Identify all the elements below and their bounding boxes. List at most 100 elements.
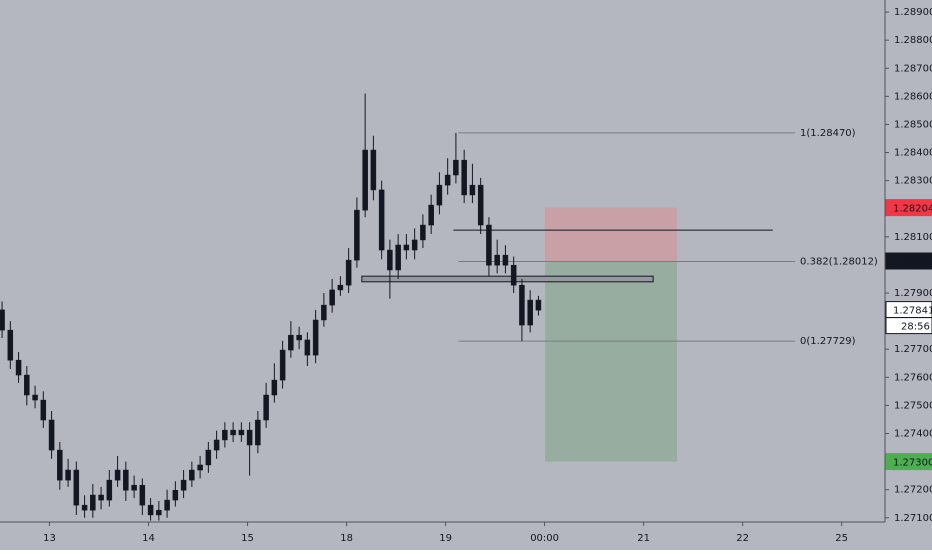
candle-body	[189, 469, 195, 481]
x-tick-label: 18	[340, 533, 353, 544]
fib-label: 0(1.27729)	[800, 336, 856, 347]
candle-body	[271, 379, 278, 396]
candle-body	[123, 469, 129, 491]
candle-body	[0, 309, 5, 331]
price-tag	[885, 453, 932, 471]
x-tick-label: 13	[43, 533, 56, 544]
fib-label: 1(1.28470)	[800, 128, 856, 139]
candle-body	[321, 304, 327, 321]
candle-body	[337, 284, 344, 291]
y-tick-label: 1.28100	[894, 232, 932, 243]
candle-body	[139, 484, 146, 506]
candle-body	[81, 504, 88, 511]
candle-body	[486, 224, 492, 266]
countdown-tag	[885, 317, 932, 335]
y-tick-label: 1.27200	[894, 485, 932, 496]
candle-body	[502, 254, 509, 266]
price-tag-label: 1.27841	[893, 306, 932, 317]
candle-body	[444, 174, 451, 186]
x-tick-label: 14	[142, 533, 155, 544]
candle-body	[57, 449, 63, 481]
y-tick-label: 1.27500	[894, 400, 932, 411]
target-zone	[545, 261, 678, 462]
candle-body	[7, 329, 14, 361]
candle-body	[230, 429, 236, 436]
candle-body	[147, 504, 154, 516]
y-tick-label: 1.28300	[894, 176, 932, 187]
y-tick-label: 1.27400	[894, 429, 932, 440]
candle-body	[395, 244, 401, 271]
candle-body	[469, 184, 476, 196]
candle-body	[197, 464, 203, 471]
candle-body	[106, 479, 113, 501]
candle-body	[238, 429, 245, 436]
y-tick-label: 1.27100	[894, 513, 932, 524]
candle-body	[411, 239, 418, 251]
candle-body	[519, 284, 525, 326]
candle-body	[32, 394, 38, 401]
candle-body	[222, 429, 228, 441]
candle-body	[436, 184, 443, 206]
price-tag	[885, 252, 932, 270]
y-tick-label: 1.27600	[894, 372, 932, 383]
candle-body	[15, 359, 22, 376]
y-tick-label: 1.28600	[894, 91, 932, 102]
y-tick-label: 1.28700	[894, 63, 932, 74]
candle-body	[510, 264, 517, 286]
candle-body	[304, 339, 311, 356]
fib-label: 0.382(1.28012)	[800, 257, 878, 268]
y-tick-label: 1.27700	[894, 344, 932, 355]
candle-body	[362, 149, 368, 211]
candle-body	[205, 449, 212, 466]
zone	[361, 275, 654, 283]
price-tag-label: 1.27300	[893, 458, 932, 469]
candle-body	[246, 429, 253, 446]
x-tick-label: 25	[835, 533, 848, 544]
price-tag-label: 1.28204	[893, 204, 932, 215]
candle-body	[40, 399, 47, 421]
candle-body	[48, 419, 55, 451]
price-tag	[885, 199, 932, 217]
candle-body	[527, 299, 533, 326]
candle-body	[494, 254, 500, 266]
candle-body	[73, 469, 80, 506]
candle-body	[312, 319, 319, 356]
y-tick-label: 1.28400	[894, 148, 932, 159]
candle-body	[279, 349, 286, 381]
candle-body	[180, 479, 187, 491]
candle-body	[263, 394, 269, 421]
candle-body	[535, 299, 542, 311]
candle-body	[156, 509, 162, 516]
candle-body	[453, 159, 459, 176]
y-tick-label: 1.27900	[894, 288, 932, 299]
candle-body	[461, 159, 467, 196]
x-tick-label: 00:00	[530, 533, 559, 544]
candle-body	[354, 209, 360, 261]
candle-body	[65, 469, 71, 481]
candle-body	[387, 249, 393, 271]
candle-body	[90, 494, 96, 511]
stop-zone	[545, 207, 678, 261]
candle-body	[114, 469, 121, 481]
candle-body	[378, 189, 385, 251]
candle-body	[428, 204, 434, 226]
candle-body	[329, 289, 335, 306]
x-tick-label: 21	[637, 533, 650, 544]
countdown: 28:56	[901, 322, 930, 333]
candle-body	[420, 224, 426, 241]
candle-body	[477, 184, 484, 226]
y-tick-label: 1.28900	[894, 7, 932, 18]
candle-body	[296, 334, 302, 341]
candle-body	[98, 494, 104, 501]
y-tick-label: 1.28800	[894, 35, 932, 46]
candle-body	[172, 490, 179, 501]
candle-body	[24, 374, 30, 396]
candle-body	[131, 484, 137, 491]
candle-body	[403, 244, 410, 251]
y-tick-label: 1.28500	[894, 119, 932, 130]
x-tick-label: 19	[439, 533, 452, 544]
candle-body	[288, 334, 294, 351]
x-tick-label: 15	[241, 533, 254, 544]
